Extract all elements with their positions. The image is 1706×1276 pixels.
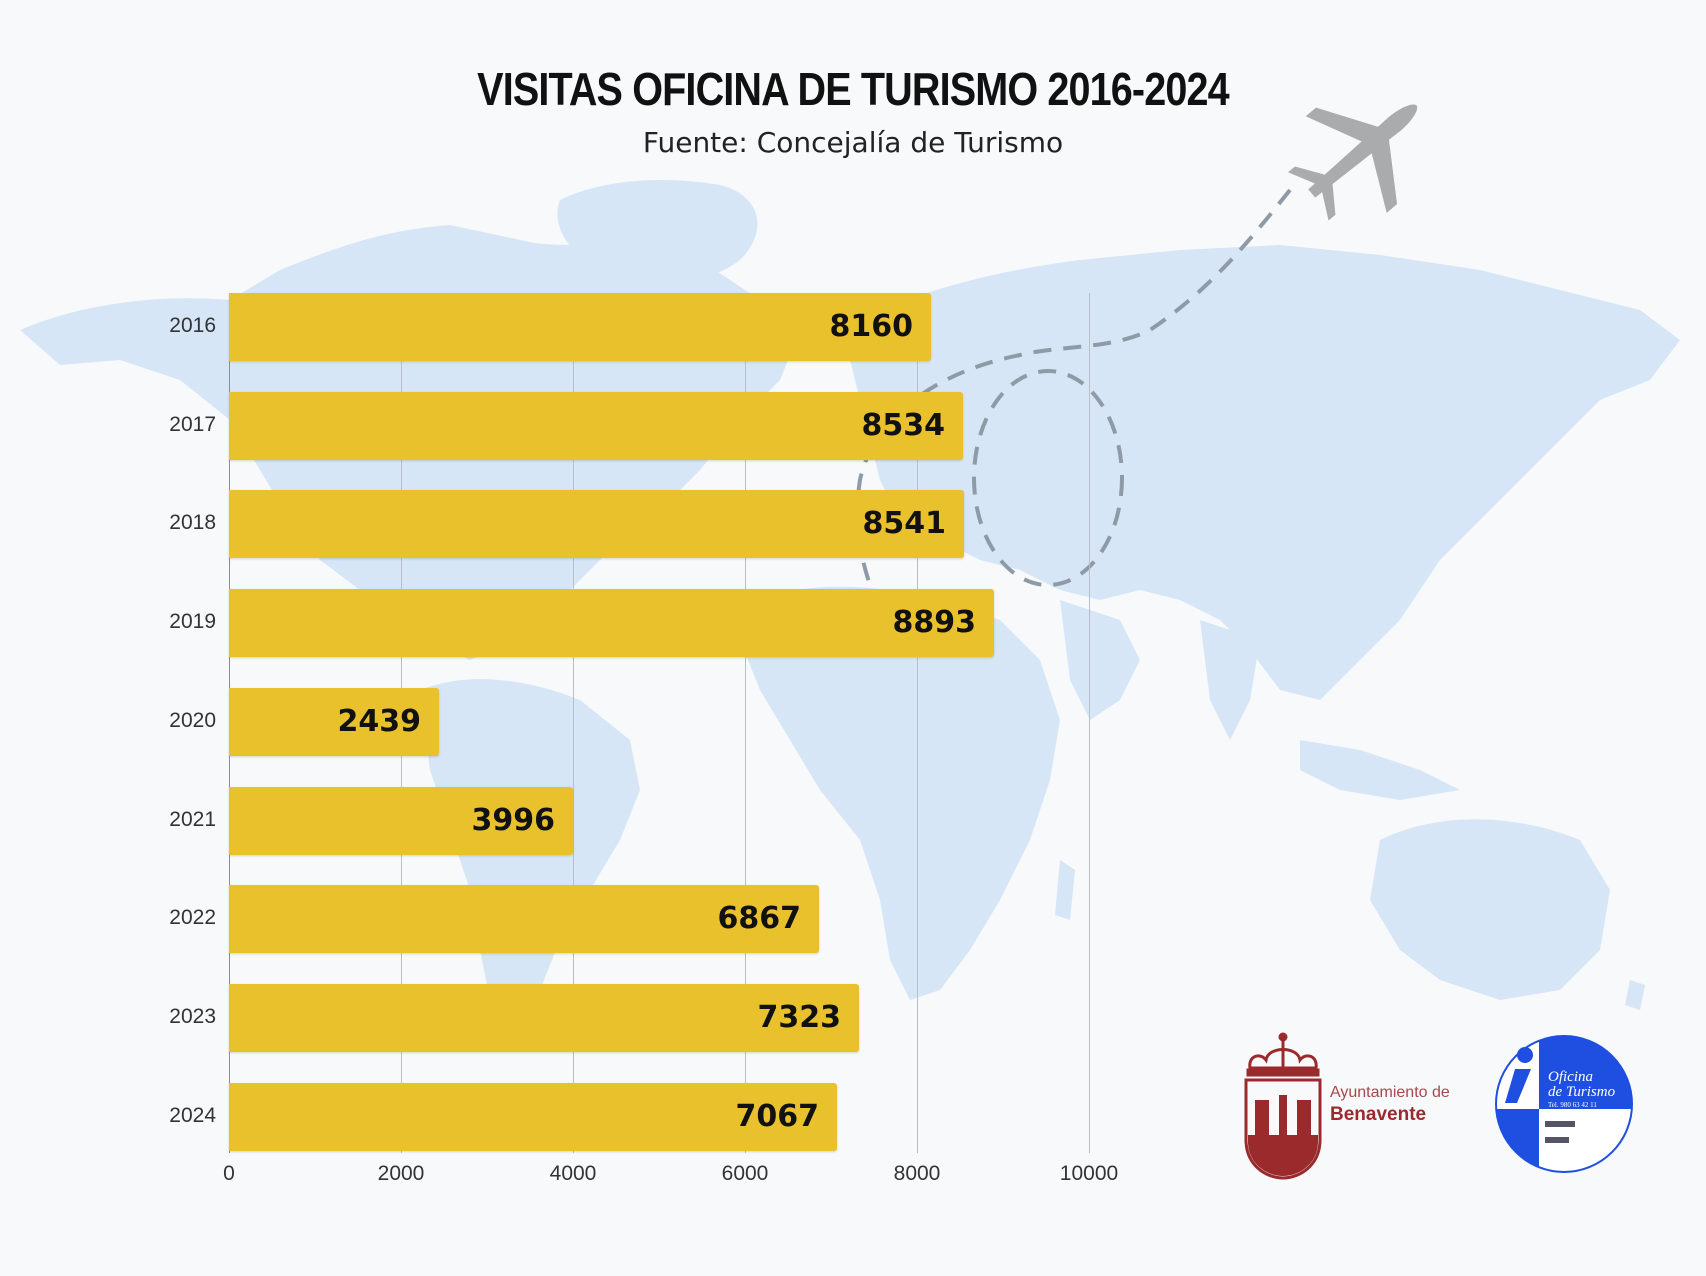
bar-value: 3996 xyxy=(471,803,556,838)
bar-value: 8534 xyxy=(861,408,946,443)
bar-2023: 7323 xyxy=(229,984,859,1052)
y-label-2020: 2020 xyxy=(169,709,216,732)
bar-2021: 3996 xyxy=(229,787,573,855)
x-tick-10000: 10000 xyxy=(1059,1162,1119,1185)
bar-2017: 8534 xyxy=(229,392,963,460)
bar-2019: 8893 xyxy=(229,589,994,657)
gridline-10000 xyxy=(1089,293,1090,1153)
chart-title: VISITAS OFICINA DE TURISMO 2016-2024 xyxy=(477,63,1230,115)
gridline-8000 xyxy=(917,293,918,1153)
x-tick-8000: 8000 xyxy=(893,1162,941,1185)
x-tick-0: 0 xyxy=(223,1162,235,1185)
benavente-label: Benavente xyxy=(1330,1104,1427,1125)
y-label-2022: 2022 xyxy=(169,906,216,929)
airplane-icon xyxy=(1288,104,1418,221)
y-label-2021: 2021 xyxy=(169,808,216,831)
x-tick-2000: 2000 xyxy=(377,1162,425,1185)
oficina-turismo-label: Oficina de Turismo xyxy=(1548,1069,1616,1100)
bar-2022: 6867 xyxy=(229,885,819,953)
x-tick-4000: 4000 xyxy=(549,1162,597,1185)
bar-2024: 7067 xyxy=(229,1083,837,1151)
gridline-4000 xyxy=(573,293,574,1153)
bar-2018: 8541 xyxy=(229,490,964,558)
y-label-2017: 2017 xyxy=(169,413,216,436)
bar-value: 6867 xyxy=(717,901,802,936)
y-label-2024: 2024 xyxy=(169,1104,216,1127)
x-tick-6000: 6000 xyxy=(721,1162,769,1185)
bar-value: 2439 xyxy=(337,704,422,739)
y-label-2016: 2016 xyxy=(169,314,216,337)
bar-2020: 2439 xyxy=(229,688,439,756)
chart-subtitle: Fuente: Concejalía de Turismo xyxy=(642,126,1064,159)
y-label-2023: 2023 xyxy=(169,1005,216,1028)
bar-value: 7067 xyxy=(735,1099,820,1134)
bar-value: 8160 xyxy=(829,309,914,344)
gridline-6000 xyxy=(745,293,746,1153)
ayuntamiento-label: Ayuntamiento de xyxy=(1330,1084,1450,1101)
y-label-2018: 2018 xyxy=(169,511,216,534)
coat-of-arms-icon xyxy=(1244,1032,1322,1180)
plot-area: 8160 8534 8541 8893 2439 3996 6867 7323 … xyxy=(229,293,1090,1153)
bar-value: 7323 xyxy=(757,1000,842,1035)
y-label-2019: 2019 xyxy=(169,610,216,633)
info-i-icon xyxy=(1495,1035,1633,1173)
bar-value: 8893 xyxy=(892,605,977,640)
oficina-phone: Tel. 980 63 42 11 xyxy=(1548,1101,1597,1109)
bar-2016: 8160 xyxy=(229,293,931,361)
bar-value: 8541 xyxy=(862,506,947,541)
